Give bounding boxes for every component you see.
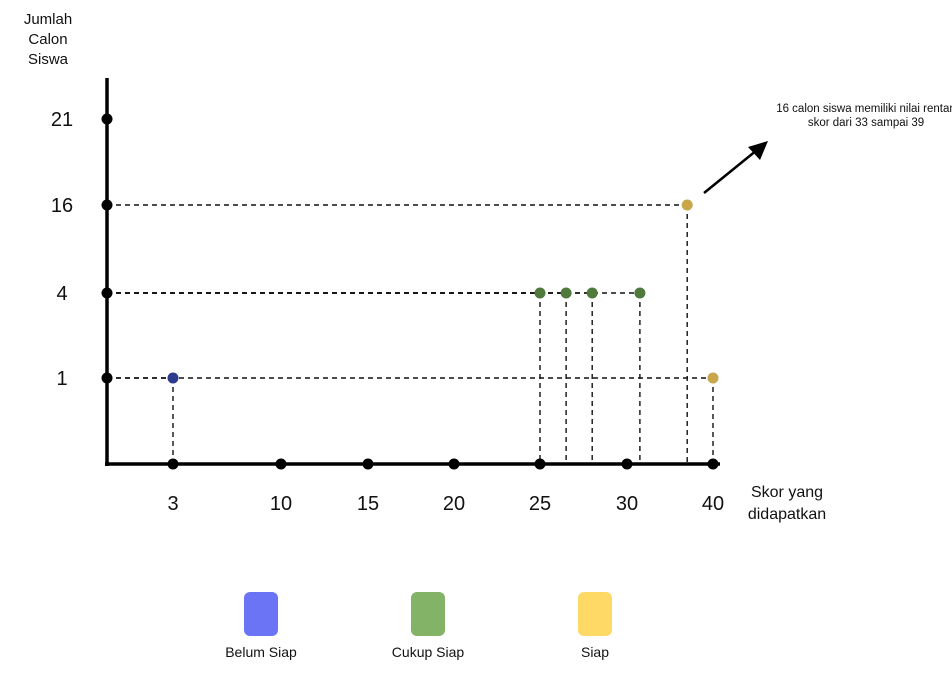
legend-swatch-siap: [578, 592, 612, 636]
y-tick-dot: [101, 287, 113, 299]
x-tick-label: 40: [702, 493, 724, 515]
x-tick-dot: [448, 458, 460, 470]
x-tick-label: 10: [270, 493, 292, 515]
x-tick-dot: [707, 458, 719, 470]
x-tick-label: 20: [443, 493, 465, 515]
y-tick-dot: [101, 113, 113, 125]
data-point: [586, 287, 598, 299]
x-tick-label: 3: [167, 493, 178, 515]
x-tick-label: 30: [616, 493, 638, 515]
legend: Belum Siap Cukup Siap Siap: [0, 592, 952, 684]
annotation-arrow-shaft: [703, 149, 758, 194]
data-point: [534, 287, 546, 299]
legend-item-cukup-siap: Cukup Siap: [378, 592, 478, 660]
annotation-arrow-head: [748, 141, 768, 160]
y-tick-label: 16: [51, 195, 73, 217]
x-tick-label: 15: [357, 493, 379, 515]
data-point: [681, 199, 693, 211]
annotation-text: 16 calon siswa memiliki nilai rentan sko…: [776, 103, 952, 129]
y-tick-dot: [101, 372, 113, 384]
x-tick-dot: [167, 458, 179, 470]
y-tick-label: 1: [56, 368, 67, 390]
data-point: [634, 287, 646, 299]
legend-label-siap: Siap: [580, 644, 610, 660]
x-tick-dot: [362, 458, 374, 470]
y-axis-label: Jumlah Calon Siswa: [23, 11, 73, 68]
legend-label-cukup-siap: Cukup Siap: [391, 644, 465, 660]
legend-swatch-cukup-siap: [411, 592, 445, 636]
legend-label-belum-siap: Belum Siap: [225, 644, 297, 660]
legend-swatch-belum-siap: [244, 592, 278, 636]
y-tick-label: 4: [56, 283, 67, 305]
legend-item-siap: Siap: [545, 592, 645, 660]
legend-item-belum-siap: Belum Siap: [211, 592, 311, 660]
data-point: [560, 287, 572, 299]
x-tick-dot: [275, 458, 287, 470]
y-tick-dot: [101, 199, 113, 211]
x-tick-dot: [621, 458, 633, 470]
data-point: [167, 372, 179, 384]
x-tick-dot: [534, 458, 546, 470]
x-tick-label: 25: [529, 493, 551, 515]
data-point: [707, 372, 719, 384]
x-axis-label: Skor yang didapatkan: [747, 484, 827, 523]
y-tick-label: 21: [51, 109, 73, 131]
